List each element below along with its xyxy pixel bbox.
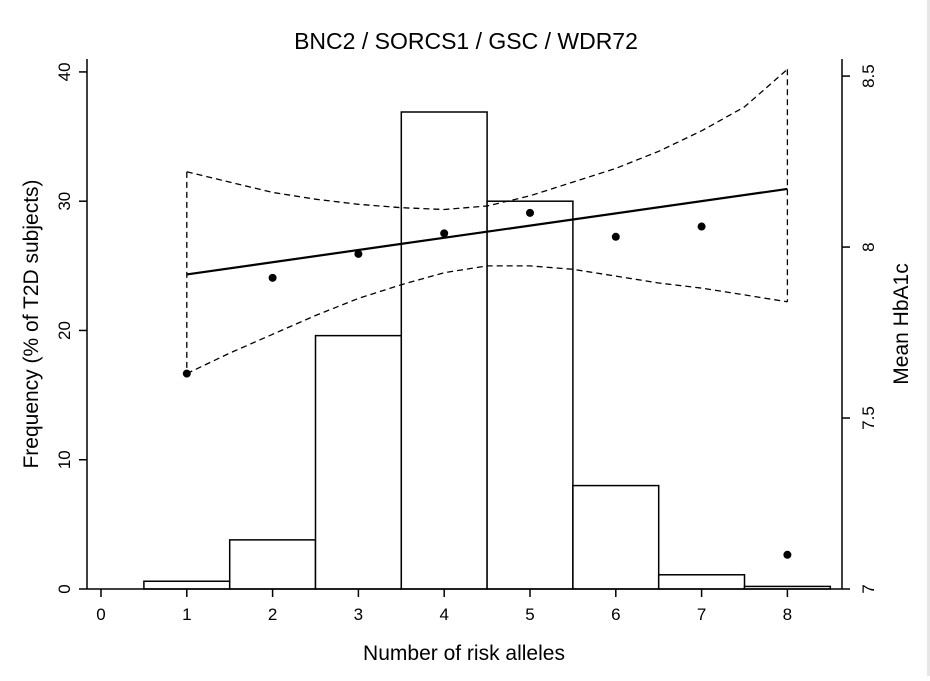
histogram-bar-3 [314, 334, 403, 590]
ci-lower-curve [186, 265, 788, 375]
y-tick-label-20: 20 [55, 321, 74, 340]
mean-point-1 [182, 369, 191, 378]
histogram-bar-1 [143, 580, 231, 590]
mean-point-5 [526, 208, 534, 217]
y-tick-label-0: 0 [55, 584, 74, 593]
histogram-bar-5 [486, 200, 574, 590]
window-edge [927, 0, 930, 676]
y2-tick-label-7: 7 [859, 584, 878, 593]
y2-axis-title: Mean HbA1c [890, 263, 913, 384]
mean-point-3 [354, 249, 363, 258]
x-tick-label-1: 1 [182, 605, 191, 624]
mean-point-8 [783, 550, 792, 559]
y-axis-ticks: 0 10 20 30 40 [55, 62, 87, 594]
y-axis-title: Frequency (% of T2D subjects) [20, 179, 43, 468]
y2-tick-label-8: 8 [859, 242, 878, 251]
x-tick-label-3: 3 [354, 605, 363, 624]
mean-points [182, 208, 792, 559]
y-tick-label-30: 30 [55, 192, 74, 211]
chart-title: BNC2 / SORCS1 / GSC / WDR72 [294, 28, 638, 54]
y2-axis-ticks: 7 7.5 8 8.5 [842, 64, 878, 594]
mean-point-4 [440, 229, 449, 238]
x-tick-label-8: 8 [783, 605, 792, 624]
x-axis-ticks: 0 1 2 3 4 5 6 7 8 [96, 589, 792, 624]
mean-point-7 [697, 222, 706, 231]
histogram-bars [143, 111, 832, 590]
regression-line [186, 187, 788, 276]
x-tick-label-2: 2 [268, 605, 277, 624]
ci-upper-curve [186, 68, 788, 211]
histogram-bar-6 [572, 484, 660, 590]
confidence-band [186, 68, 789, 375]
x-axis-title: Number of risk alleles [363, 642, 565, 665]
x-tick-label-4: 4 [439, 605, 448, 624]
y2-tick-label-8.5: 8.5 [859, 64, 878, 88]
y-tick-label-40: 40 [55, 62, 74, 81]
mean-point-2 [268, 273, 277, 282]
y-tick-label-10: 10 [55, 450, 74, 469]
x-tick-label-6: 6 [611, 605, 620, 624]
x-tick-label-0: 0 [96, 605, 105, 624]
y2-tick-label-7.5: 7.5 [859, 406, 878, 430]
histogram-bar-2 [228, 539, 317, 590]
x-tick-label-5: 5 [525, 605, 534, 624]
histogram-bar-4 [400, 111, 488, 590]
mean-point-6 [611, 232, 620, 241]
x-tick-label-7: 7 [697, 605, 706, 624]
regression-line-group [186, 187, 788, 276]
histogram-bar-7 [657, 574, 746, 590]
